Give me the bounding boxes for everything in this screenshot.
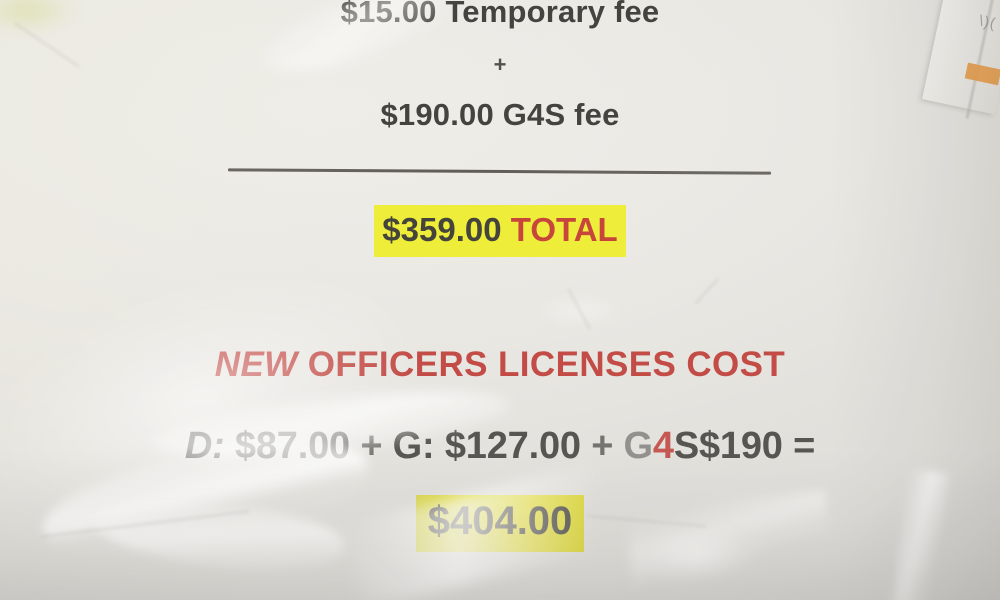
formula-g4s-digit-four: 4 [652, 425, 674, 467]
g4s-fee-line: $190.00 G4S fee [380, 97, 620, 132]
heading-new-word: NEW [214, 345, 298, 384]
new-officers-grand-total-line: $404.00 [0, 495, 1000, 552]
heading-remainder: OFFICERS LICENSES COST [297, 345, 786, 384]
formula-d-label: D: [184, 425, 225, 467]
new-officers-heading: NEW OFFICERS LICENSES COST [0, 345, 1000, 385]
new-officers-formula: D: $87.00 + G: $127.00 + G4S$190 = [0, 425, 1000, 468]
formula-g-amount: $127.00 [434, 425, 592, 467]
grand-total-highlight: $404.00 [415, 495, 585, 552]
formula-plus-1: + [360, 425, 383, 467]
total-amount: $359.00 [382, 211, 502, 248]
total-spacer [502, 211, 511, 248]
total-highlight: $359.00 TOTAL [374, 205, 626, 257]
formula-g4s-letter-s: S [673, 425, 699, 467]
formula-g4s-letter-g: G [613, 425, 654, 467]
formula-plus-2: + [591, 425, 614, 467]
formula-equals-sign: = [782, 425, 816, 467]
formula-d-amount: $87.00 [224, 425, 361, 467]
total-line: $359.00 TOTAL [0, 205, 1000, 257]
plus-operator: + [493, 52, 507, 77]
temporary-fee-line: $15.00 Temporary fee [340, 0, 660, 29]
total-label: TOTAL [510, 211, 618, 248]
corner-color-cast [0, 0, 110, 38]
formula-g-label: G: [382, 425, 435, 467]
formula-g4s-amount: $190 [699, 425, 783, 467]
